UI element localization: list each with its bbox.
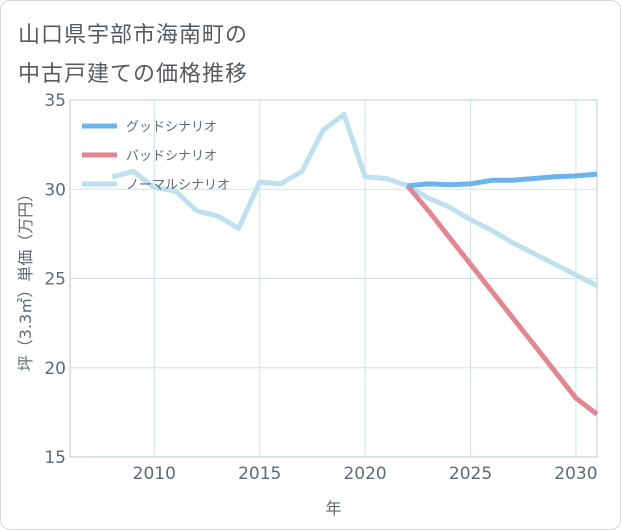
y-tick-label: 15 — [44, 448, 66, 468]
legend-normal-label: ノーマルシナリオ — [126, 178, 230, 193]
y-tick-label: 30 — [44, 180, 66, 200]
legend-bad-label: バッドシナリオ — [126, 149, 217, 164]
x-tick-label: 2015 — [238, 464, 281, 484]
chart-title-line1: 山口県宇部市海南町の — [18, 23, 249, 48]
chart-title-line2: 中古戸建ての価格推移 — [18, 62, 249, 87]
y-tick-label: 35 — [44, 91, 66, 111]
series-lines — [111, 111, 599, 417]
x-tick-label: 2020 — [343, 464, 386, 484]
good-scenario-line — [407, 171, 598, 189]
x-tick-label: 2030 — [554, 464, 597, 484]
y-axis-label: 坪（3.3㎡）単価（万円） — [16, 186, 35, 371]
y-tick-label: 20 — [44, 359, 66, 379]
x-tick-label: 2010 — [133, 464, 176, 484]
plot-border — [69, 99, 598, 458]
x-axis-label: 年 — [325, 499, 341, 518]
legend-good-label: グッドシナリオ — [126, 120, 217, 135]
bad-scenario-line — [405, 184, 599, 417]
normal-scenario-line — [111, 111, 599, 288]
y-tick-label: 25 — [44, 270, 66, 290]
x-tick-label: 2025 — [449, 464, 492, 484]
